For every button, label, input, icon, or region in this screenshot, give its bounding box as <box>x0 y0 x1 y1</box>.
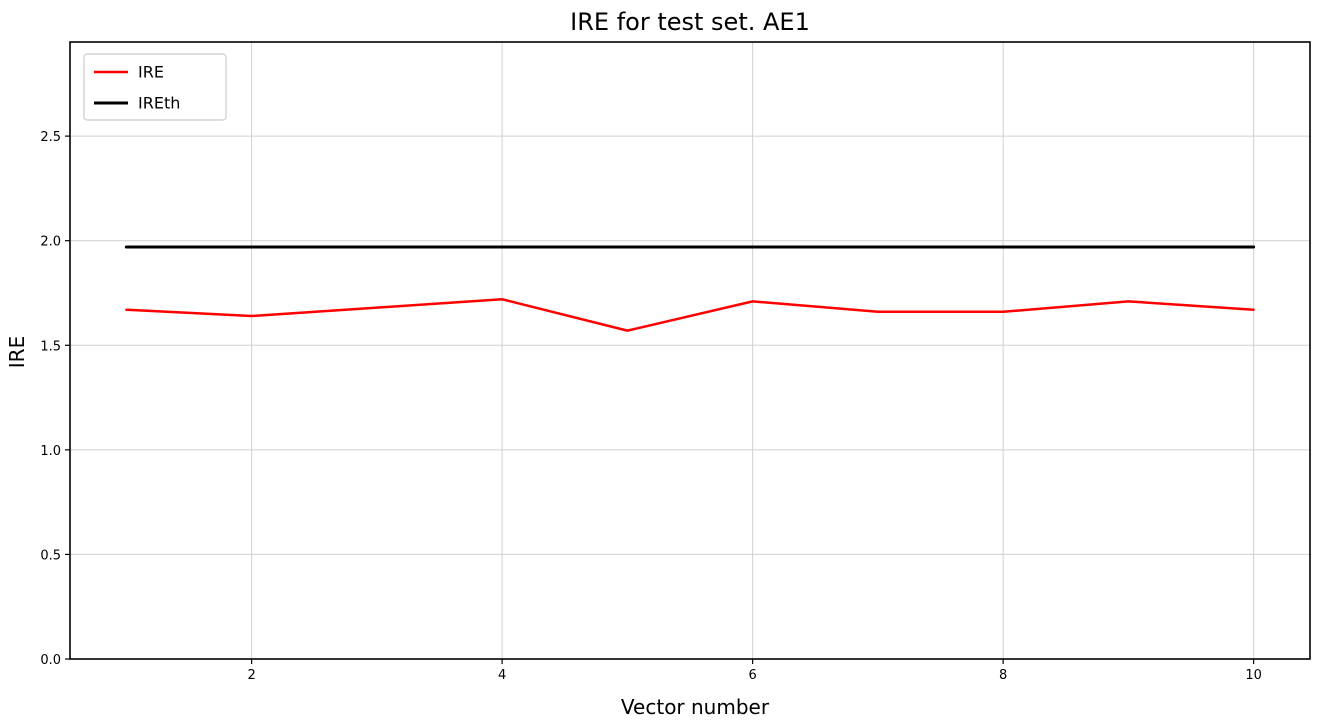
x-tick-label: 2 <box>247 668 255 683</box>
y-tick-label: 0.5 <box>40 548 61 563</box>
series-layer <box>124 245 1256 332</box>
x-axis-label: Vector number <box>621 695 770 719</box>
x-tick-label: 8 <box>999 668 1007 683</box>
y-tick-label: 2.5 <box>40 130 61 145</box>
x-tick-label: 6 <box>748 668 756 683</box>
y-tick-label: 0.0 <box>40 653 61 668</box>
axes-box <box>69 41 1311 660</box>
x-tick-label: 10 <box>1245 668 1262 683</box>
grid-layer <box>70 42 1310 660</box>
series-line-IRE <box>125 298 1255 332</box>
y-tick-label: 1.5 <box>40 339 61 354</box>
tick-label-layer: 2 4 6 8 10 0.0 0.5 1.0 1.5 2.0 2.5 <box>40 130 1262 683</box>
y-tick-label: 2.0 <box>40 235 61 250</box>
axes-layer <box>65 41 1311 664</box>
y-tick-label: 1.0 <box>40 444 61 459</box>
legend-label-IREth: IREth <box>138 94 180 113</box>
legend-label-IRE: IRE <box>138 63 164 82</box>
x-tick-label: 4 <box>498 668 506 683</box>
legend: IRE IREth <box>83 53 227 121</box>
chart-title: IRE for test set. AE1 <box>570 8 810 36</box>
y-axis-label: IRE <box>5 336 29 368</box>
